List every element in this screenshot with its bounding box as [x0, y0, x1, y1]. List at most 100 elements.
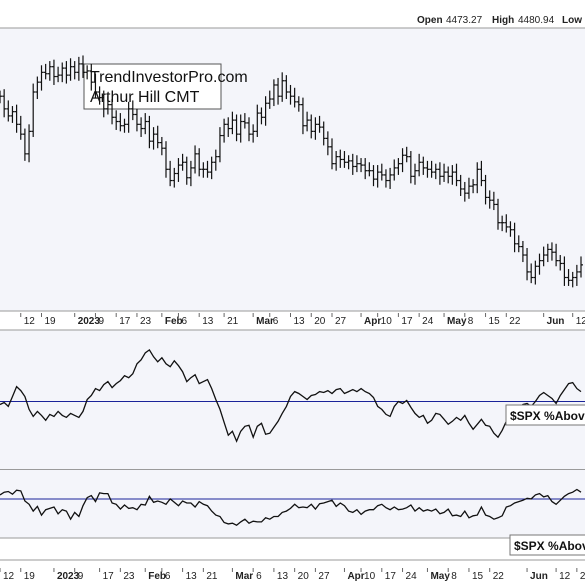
price-bar: [271, 79, 276, 107]
price-bar: [193, 145, 198, 174]
price-bar: [230, 111, 235, 135]
price-bar: [242, 113, 247, 129]
price-bar: [496, 198, 500, 230]
price-bar: [466, 177, 471, 199]
price-bar: [217, 127, 222, 163]
price-bar: [454, 163, 459, 187]
date-tick-label: 12: [24, 316, 36, 327]
price-bar: [338, 149, 343, 168]
price-bar: [408, 151, 413, 184]
price-bar: [280, 72, 285, 102]
price-bar: [147, 115, 152, 149]
ohlc-header: Open 4473.27 High 4480.94 Low: [417, 15, 582, 26]
price-bar: [2, 89, 7, 118]
price-bar: [483, 174, 488, 205]
price-bar: [89, 63, 94, 91]
price-bar: [383, 169, 388, 188]
price-bar: [516, 235, 521, 253]
price-bar: [321, 121, 326, 146]
price-bar: [159, 136, 164, 156]
date-tick-label: 8: [468, 316, 474, 327]
price-bar: [72, 61, 77, 80]
price-bar: [537, 253, 542, 275]
price-bar: [325, 131, 330, 156]
price-bar: [35, 76, 40, 100]
price-bar: [101, 90, 106, 118]
date-tick-label: 17: [119, 316, 131, 327]
date-tick-label: 20: [314, 316, 326, 327]
price-bar: [68, 58, 73, 81]
price-bar: [549, 242, 554, 261]
price-bar: [143, 113, 148, 135]
price-bar: [359, 158, 364, 173]
price-bar: [462, 181, 467, 202]
price-bar: [570, 271, 575, 288]
price-bar: [309, 114, 314, 139]
price-bar: [292, 87, 297, 108]
price-bar: [404, 146, 409, 163]
date-tick-label: May: [447, 316, 467, 327]
price-bar: [520, 240, 525, 263]
date-tick-label: 23: [140, 316, 152, 327]
date-tick-label: Feb: [165, 316, 183, 327]
price-bar: [562, 256, 567, 286]
price-bar: [184, 156, 189, 185]
price-bar: [350, 153, 355, 175]
price-bar: [118, 113, 123, 132]
date-tick-label: 9: [98, 316, 104, 327]
price-bar: [433, 163, 438, 180]
price-bar: [558, 255, 563, 271]
price-bar: [512, 222, 517, 253]
date-tick-label: 17: [401, 316, 413, 327]
price-bar: [0, 90, 2, 104]
price-bar: [122, 118, 127, 133]
date-tick-label: 13: [202, 316, 214, 327]
price-bar: [51, 59, 56, 85]
price-bar: [164, 141, 168, 178]
date-tick-label: 22: [509, 316, 521, 327]
date-tick-label: 12: [576, 316, 585, 327]
date-tick-label: 21: [206, 571, 218, 582]
price-bar: [305, 111, 310, 132]
price-bar: [93, 73, 98, 98]
price-bar: [60, 62, 65, 83]
price-bar: [6, 100, 11, 122]
price-bar: [197, 148, 202, 177]
price-bar: [400, 148, 405, 173]
indicator-1-line: [0, 348, 582, 443]
price-bar: [81, 55, 85, 78]
price-bar: [554, 243, 559, 267]
price-bar: [14, 104, 19, 133]
price-bar: [487, 190, 492, 209]
price-bar: [525, 248, 530, 281]
indicator-2-legend-text: $SPX %Above: [514, 539, 585, 553]
price-bar: [508, 221, 513, 237]
date-tick-label: 6: [165, 571, 171, 582]
price-bar: [425, 160, 430, 178]
price-bar: [388, 167, 393, 189]
date-tick-label: Apr: [364, 316, 381, 327]
price-bar: [151, 127, 156, 150]
price-bar: [396, 158, 401, 175]
ohlc-low-label: Low: [562, 15, 582, 26]
price-bar: [504, 214, 509, 233]
price-bar: [533, 260, 538, 285]
date-tick-label: 24: [422, 316, 434, 327]
price-bar: [85, 65, 90, 80]
price-bar: [284, 75, 289, 100]
price-bar: [31, 83, 36, 137]
date-tick-label: Apr: [347, 571, 364, 582]
price-bar: [363, 158, 368, 180]
price-bar: [180, 153, 185, 171]
watermark-box: TrendInvestorPro.com Arthur Hill CMT: [83, 63, 248, 110]
indicator-1-legend-box: [505, 404, 585, 426]
price-bar: [296, 96, 301, 112]
price-bar: [139, 117, 144, 137]
date-tick-label: 15: [489, 316, 501, 327]
date-tick-label: 12: [559, 571, 571, 582]
price-bar: [105, 96, 110, 115]
indicator-1-legend: $SPX %Above: [505, 404, 585, 426]
price-bar: [39, 65, 44, 91]
date-tick-label: 6: [256, 571, 262, 582]
